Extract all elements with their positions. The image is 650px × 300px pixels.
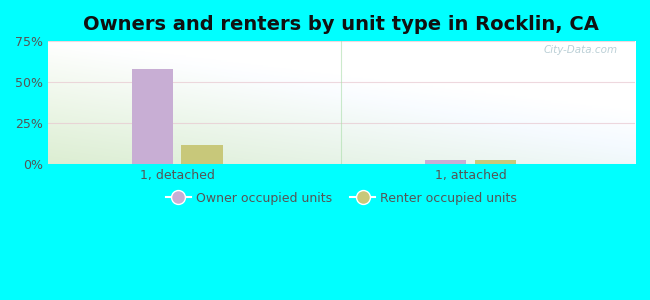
Bar xyxy=(425,160,466,164)
Bar xyxy=(131,69,173,164)
Legend: Owner occupied units, Renter occupied units: Owner occupied units, Renter occupied un… xyxy=(161,187,523,210)
Bar xyxy=(181,145,222,164)
Title: Owners and renters by unit type in Rocklin, CA: Owners and renters by unit type in Rockl… xyxy=(83,15,599,34)
Bar xyxy=(475,160,516,164)
Text: City-Data.com: City-Data.com xyxy=(543,45,618,55)
